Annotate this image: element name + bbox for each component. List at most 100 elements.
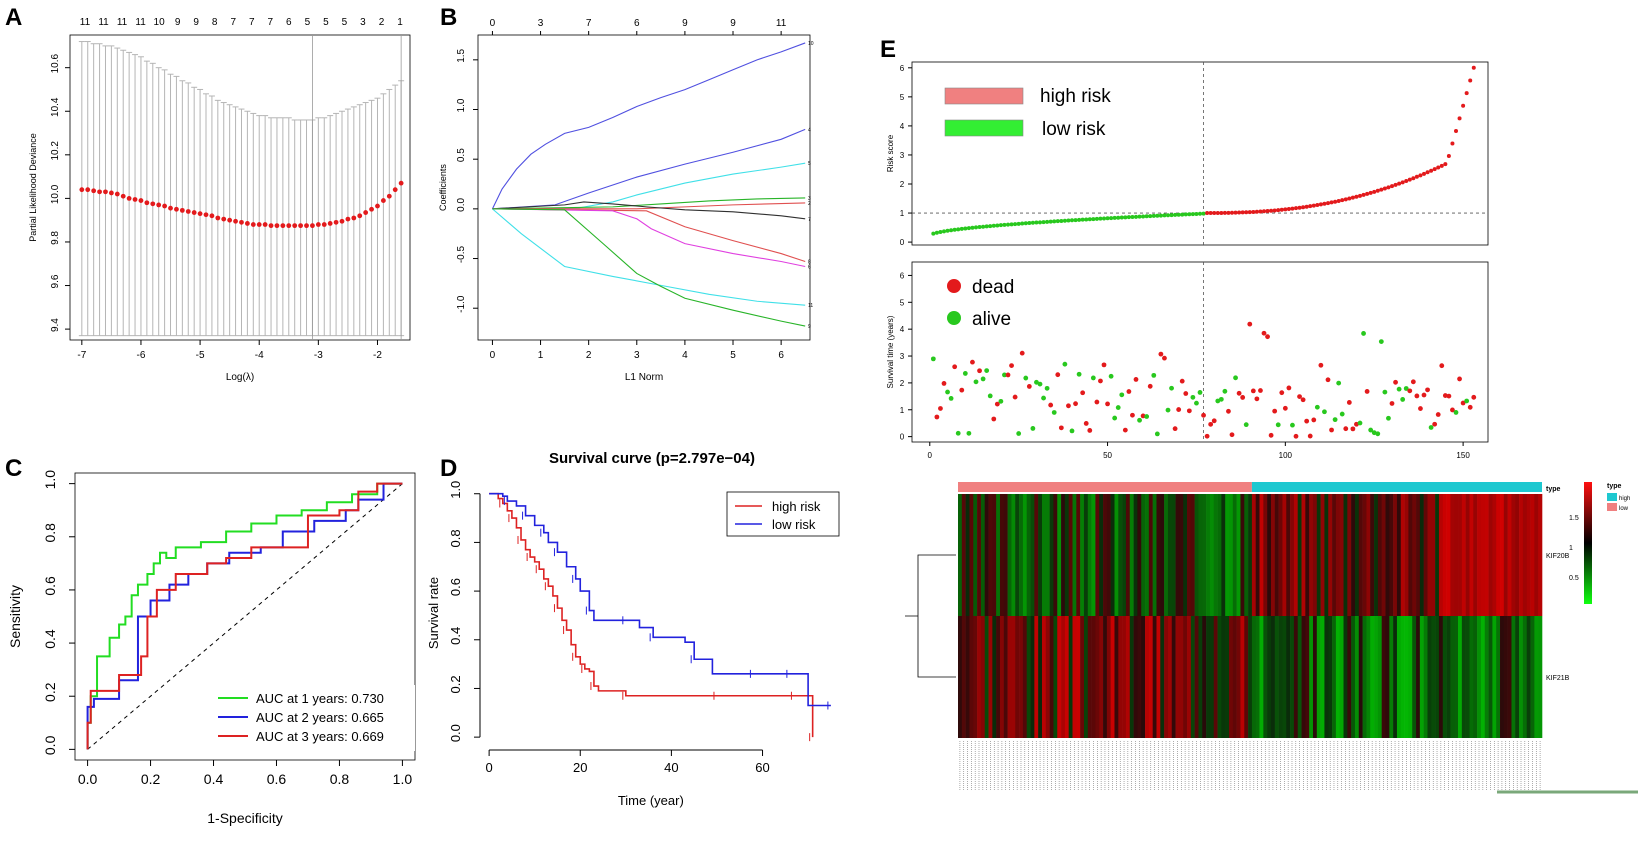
y-tick-label: 4: [900, 325, 905, 334]
heatmap-cell: [1431, 616, 1436, 738]
x-tick-label: -7: [77, 350, 86, 361]
heatmap-cell: [1492, 494, 1497, 616]
top-axis-label: 5: [305, 17, 311, 28]
risk-point: [1464, 91, 1469, 96]
risk-point: [1318, 202, 1323, 207]
cv-point: [162, 203, 168, 209]
heatmap-cell: [958, 616, 963, 738]
heatmap-cell: [1103, 494, 1108, 616]
risk-point: [1098, 216, 1103, 221]
heatmap-cell: [1530, 494, 1535, 616]
risk-point: [1283, 207, 1288, 212]
heatmap-cell: [1022, 494, 1028, 616]
risk-point: [1045, 219, 1050, 224]
heatmap-cell: [1072, 494, 1077, 616]
cv-point: [108, 190, 114, 196]
risk-point: [1333, 199, 1338, 204]
y-axis-label: Coefficients: [438, 164, 448, 211]
heatmap-cell: [1515, 494, 1520, 616]
risk-point: [977, 225, 982, 230]
survival-point: [1169, 385, 1174, 391]
risk-point: [1343, 197, 1348, 202]
x-tick-label: 3: [634, 350, 640, 361]
risk-point: [1077, 217, 1082, 222]
heatmap-cell: [1114, 494, 1119, 616]
heatmap-cell: [1183, 616, 1188, 738]
top-axis-label: 11: [80, 17, 91, 28]
survival-point: [1240, 395, 1246, 400]
survival-point: [1322, 409, 1327, 415]
path-label: 10: [808, 41, 814, 47]
risk-point: [1027, 221, 1032, 226]
y-axis-label: Sensitivity: [7, 585, 23, 648]
heatmap-cell: [1194, 616, 1199, 738]
heatmap-cell: [1232, 616, 1237, 738]
heatmap-cell: [1015, 616, 1020, 738]
heatmap-cell: [1358, 494, 1363, 616]
top-tick-label: 9: [730, 18, 736, 29]
risk-point: [1297, 205, 1302, 210]
heatmap-cell: [1141, 616, 1146, 738]
y-tick-label: 0.8: [448, 529, 463, 547]
survival-point: [1304, 418, 1310, 424]
survival-point: [1279, 390, 1285, 396]
survival-point: [1037, 381, 1043, 387]
heatmap-cell: [1515, 616, 1520, 738]
x-tick-label: 0.4: [204, 771, 224, 787]
survival-point: [1418, 406, 1423, 411]
y-tick-label: 0.0: [42, 735, 58, 755]
y-tick-label: 6: [900, 64, 905, 73]
survival-point: [1140, 413, 1146, 419]
survival-point: [1112, 415, 1118, 421]
top-axis-label: 11: [135, 17, 146, 28]
heatmap-cell: [1217, 494, 1222, 616]
risk-point: [1212, 211, 1217, 216]
x-tick-label: -5: [196, 350, 205, 361]
cv-point: [179, 207, 185, 213]
heatmap-cell: [1167, 616, 1173, 738]
panel-a-lasso-cv: -7 -6 -5 -4 -3 -2 9.4 9.6 9.8 10.0 10.2 10.4 10.6 Log…: [28, 17, 411, 383]
survival-point: [1172, 426, 1178, 432]
risk-point: [1240, 210, 1245, 215]
cv-point: [304, 223, 309, 229]
top-axis-label: 2: [379, 17, 385, 28]
heatmap-cell: [1026, 616, 1031, 738]
heatmap-cell: [1366, 616, 1371, 738]
heatmap-cell: [1213, 494, 1218, 616]
cv-point: [369, 206, 374, 212]
survival-point: [1346, 400, 1352, 405]
top-axis-label: 7: [230, 17, 236, 28]
heatmap-cell: [1221, 616, 1226, 738]
cv-point: [85, 187, 91, 193]
heatmap-cell: [1145, 616, 1150, 738]
heatmap-cell: [1297, 616, 1302, 738]
heatmap-cell: [1087, 494, 1092, 616]
heatmap-cell: [1381, 616, 1386, 738]
heatmap-cell: [1049, 494, 1054, 616]
cv-point: [244, 221, 250, 226]
risk-point: [1020, 221, 1025, 226]
heatmap-cell: [1263, 494, 1268, 616]
heatmap-cell: [980, 616, 986, 738]
coef-path-5: [492, 162, 806, 210]
cv-point: [215, 215, 221, 221]
heatmap-cell: [1068, 616, 1073, 738]
heatmap-cell: [1423, 616, 1428, 738]
heatmap-cell: [1209, 494, 1215, 616]
heatmap-cell: [1259, 494, 1264, 616]
heatmap-cell: [961, 494, 966, 616]
survival-point: [1350, 426, 1356, 432]
heatmap-cell: [1206, 616, 1211, 738]
heatmap-cell: [1400, 616, 1405, 738]
survival-point: [1268, 432, 1274, 438]
survival-point: [994, 401, 1000, 407]
cv-point: [197, 211, 203, 217]
risk-point: [1379, 187, 1384, 192]
y-axis-label: Risk score: [886, 134, 895, 172]
path-label: 3: [808, 196, 811, 202]
risk-point: [1286, 207, 1291, 212]
heatmap-cell: [1129, 616, 1134, 738]
heatmap-cell: [1400, 494, 1405, 616]
x-tick-label: -4: [255, 350, 264, 361]
